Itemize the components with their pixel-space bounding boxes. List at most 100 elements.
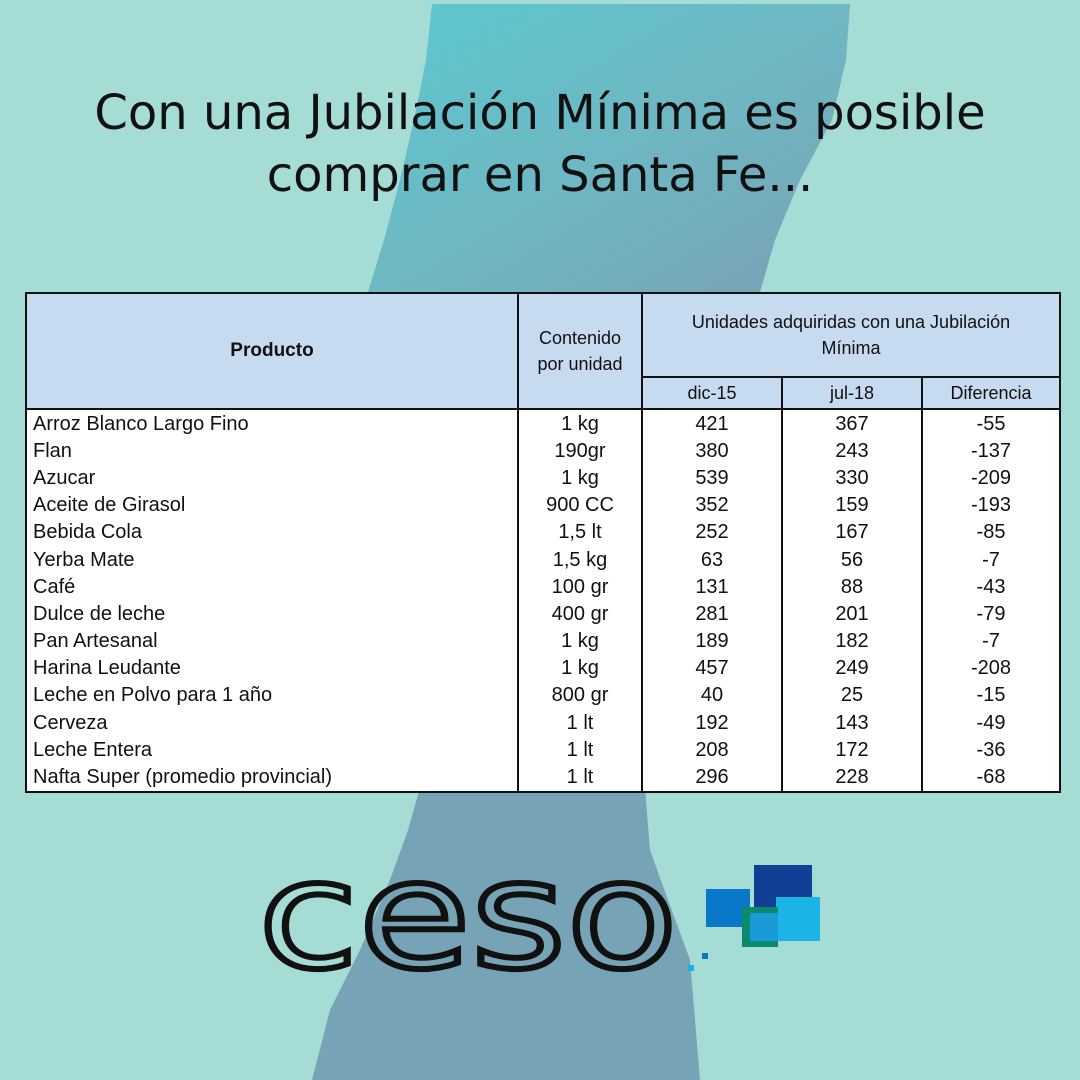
header-dic15: dic-15 — [641, 376, 783, 410]
cell-jul18: 143 — [781, 709, 923, 737]
cell-jul18: 88 — [781, 573, 923, 601]
cell-jul18: 182 — [781, 627, 923, 655]
cell-content: 1 kg — [517, 464, 643, 492]
table-row: Flan 190gr 380 243 -137 — [25, 437, 1062, 465]
table-row: Azucar 1 kg 539 330 -209 — [25, 464, 1062, 492]
cell-dic15: 281 — [641, 600, 783, 628]
cell-jul18: 367 — [781, 409, 923, 438]
map-shape-lower — [312, 788, 700, 1080]
cell-dic15: 192 — [641, 709, 783, 737]
cell-product: Nafta Super (promedio provincial) — [25, 763, 519, 793]
header-units-line1: Unidades adquiridas con una Jubilación — [691, 312, 1011, 332]
cell-jul18: 159 — [781, 491, 923, 519]
cell-jul18: 330 — [781, 464, 923, 492]
table-row: Harina Leudante 1 kg 457 249 -208 — [25, 654, 1062, 682]
cell-product: Flan — [25, 437, 519, 465]
cell-dic15: 352 — [641, 491, 783, 519]
cell-diff: -137 — [920, 437, 1062, 465]
cell-dic15: 457 — [641, 654, 783, 682]
cell-jul18: 201 — [781, 600, 923, 628]
cell-dic15: 131 — [641, 573, 783, 601]
page-title: Con una Jubilación Mínima es posible com… — [0, 82, 1080, 206]
table-row: Leche Entera 1 lt 208 172 -36 — [25, 736, 1062, 764]
cell-jul18: 172 — [781, 736, 923, 764]
cell-content: 100 gr — [517, 573, 643, 601]
cell-product: Pan Artesanal — [25, 627, 519, 655]
table-row: Arroz Blanco Largo Fino 1 kg 421 367 -55 — [25, 409, 1062, 438]
title-line-2: comprar en Santa Fe... — [266, 147, 814, 203]
cell-content: 1 lt — [517, 709, 643, 737]
header-product: Producto — [25, 292, 519, 410]
ceso-logo: ceso — [258, 855, 820, 985]
table-row: Cerveza 1 lt 192 143 -49 — [25, 709, 1062, 737]
header-content-line2: por unidad — [537, 354, 623, 374]
header-units: Unidades adquiridas con una Jubilación M… — [640, 292, 1062, 378]
table-row: Yerba Mate 1,5 kg 63 56 -7 — [25, 545, 1062, 574]
cell-content: 190gr — [517, 437, 643, 465]
title-line-1: Con una Jubilación Mínima es posible — [94, 85, 986, 141]
cell-product: Yerba Mate — [25, 545, 519, 574]
cell-diff: -55 — [920, 409, 1062, 438]
cell-product: Bebida Cola — [25, 518, 519, 546]
cell-content: 1 lt — [517, 763, 643, 793]
cell-product: Leche en Polvo para 1 año — [25, 681, 519, 710]
cell-dic15: 63 — [641, 545, 783, 574]
cell-diff: -43 — [920, 573, 1062, 601]
cell-dic15: 421 — [641, 409, 783, 438]
table-body: Arroz Blanco Largo Fino 1 kg 421 367 -55 Flan… — [25, 409, 1062, 793]
cell-dic15: 380 — [641, 437, 783, 465]
cell-jul18: 56 — [781, 545, 923, 574]
cell-diff: -15 — [920, 681, 1062, 710]
cell-diff: -7 — [920, 627, 1062, 655]
cell-dic15: 539 — [641, 464, 783, 492]
cell-diff: -7 — [920, 545, 1062, 574]
table-row: Aceite de Girasol 900 CC 352 159 -193 — [25, 491, 1062, 519]
cell-diff: -79 — [920, 600, 1062, 628]
cell-diff: -208 — [920, 654, 1062, 682]
cell-content: 800 gr — [517, 681, 643, 710]
header-jul18: jul-18 — [781, 376, 923, 410]
cell-content: 900 CC — [517, 491, 643, 519]
header-diff: Diferencia — [920, 376, 1062, 410]
cell-dic15: 208 — [641, 736, 783, 764]
cell-jul18: 25 — [781, 681, 923, 710]
table-row: Pan Artesanal 1 kg 189 182 -7 — [25, 627, 1062, 655]
purchase-table: Producto Contenido por unidad Unidades a… — [25, 292, 1062, 793]
cell-dic15: 189 — [641, 627, 783, 655]
cell-diff: -193 — [920, 491, 1062, 519]
cell-content: 1 kg — [517, 627, 643, 655]
cell-dic15: 40 — [641, 681, 783, 710]
cell-content: 1 lt — [517, 736, 643, 764]
cell-product: Azucar — [25, 464, 519, 492]
cell-content: 1,5 kg — [517, 545, 643, 574]
cell-dic15: 252 — [641, 518, 783, 546]
cell-content: 1,5 lt — [517, 518, 643, 546]
cell-jul18: 243 — [781, 437, 923, 465]
table-row: Dulce de leche 400 gr 281 201 -79 — [25, 600, 1062, 628]
table-row: Nafta Super (promedio provincial) 1 lt 296… — [25, 763, 1062, 793]
cell-content: 1 kg — [517, 409, 643, 438]
cell-diff: -85 — [920, 518, 1062, 546]
cell-product: Harina Leudante — [25, 654, 519, 682]
header-units-line2: Mínima — [821, 338, 881, 358]
cell-diff: -68 — [920, 763, 1062, 793]
header-content-line1: Contenido — [538, 328, 622, 348]
cell-product: Aceite de Girasol — [25, 491, 519, 519]
cell-product: Cerveza — [25, 709, 519, 737]
table-row: Café 100 gr 131 88 -43 — [25, 573, 1062, 601]
cell-diff: -36 — [920, 736, 1062, 764]
cell-content: 1 kg — [517, 654, 643, 682]
cell-diff: -49 — [920, 709, 1062, 737]
ceso-squares-mark-icon — [688, 865, 820, 971]
table-row: Leche en Polvo para 1 año 800 gr 40 25 -15 — [25, 681, 1062, 710]
cell-product: Dulce de leche — [25, 600, 519, 628]
table-row: Bebida Cola 1,5 lt 252 167 -85 — [25, 518, 1062, 546]
cell-jul18: 228 — [781, 763, 923, 793]
cell-product: Arroz Blanco Largo Fino — [25, 409, 519, 438]
cell-dic15: 296 — [641, 763, 783, 793]
logo-text: ceso — [258, 855, 678, 985]
header-content: Contenido por unidad — [517, 292, 643, 410]
cell-content: 400 gr — [517, 600, 643, 628]
cell-product: Café — [25, 573, 519, 601]
